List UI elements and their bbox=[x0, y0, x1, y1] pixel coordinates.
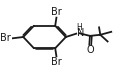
Text: O: O bbox=[87, 45, 94, 55]
Text: H: H bbox=[77, 23, 82, 32]
Text: N: N bbox=[77, 28, 84, 38]
Text: Br: Br bbox=[0, 33, 10, 44]
Text: Br: Br bbox=[51, 57, 62, 67]
Text: Br: Br bbox=[51, 7, 62, 17]
